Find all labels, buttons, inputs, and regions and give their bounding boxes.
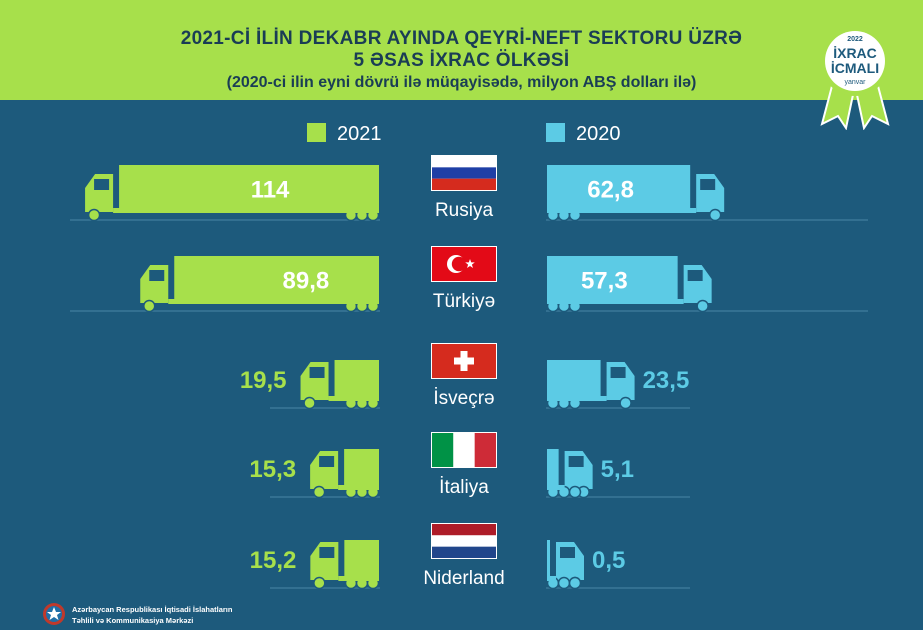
value-2021: 19,5 — [240, 367, 287, 394]
flag-stripe — [432, 546, 496, 558]
bar-2021 — [334, 360, 379, 400]
legend-label-2021: 2021 — [337, 123, 382, 145]
flag-stripe — [432, 167, 496, 179]
badge-line1: İXRAC — [833, 45, 877, 61]
truck-2020-truck-3 — [546, 451, 593, 499]
switzerland-flag — [431, 343, 497, 379]
chassis-2020 — [547, 576, 556, 581]
value-2020: 57,3 — [581, 268, 628, 295]
country-label: İsveçrə — [433, 388, 494, 409]
truck-2020-cab-window — [700, 179, 716, 190]
bar-2020 — [547, 165, 691, 212]
chassis-2021 — [328, 396, 379, 401]
flag-stripe — [432, 524, 496, 536]
russia-flag — [431, 155, 497, 191]
bar-2021 — [344, 540, 379, 580]
truck-2020-wheel — [568, 485, 582, 499]
truck-2021-truck-0 — [85, 174, 380, 222]
bar-2021 — [174, 256, 379, 303]
flag-stripe — [432, 178, 496, 190]
truck-2021-wheel — [303, 396, 316, 410]
export-review-badge: 2022 İXRAC İCMALI yanvar — [820, 26, 890, 130]
title-line-2: 5 ƏSAS İXRAC ÖLKƏSİ — [353, 50, 570, 71]
truck-2021-cab-window — [319, 547, 335, 558]
flag-stripe — [474, 433, 496, 467]
header-band: 2021-Cİ İLİN DEKABR AYINDA QEYRİ-NEFT SE… — [0, 0, 923, 100]
country-label: Türkiyə — [433, 291, 495, 312]
truck-2020-wheel — [696, 299, 709, 313]
truck-2020-cab-window — [687, 270, 703, 281]
bar-2021 — [344, 449, 379, 489]
flag-crescent-cut — [451, 256, 467, 272]
bar-2020 — [547, 360, 601, 400]
truck-2020-truck-4 — [546, 542, 584, 590]
truck-2020-wheel — [619, 396, 632, 410]
chassis-2021 — [168, 299, 379, 304]
bar-2021 — [119, 165, 379, 212]
value-2020: 62,8 — [587, 177, 634, 204]
chassis-2020 — [547, 396, 607, 401]
legend: 2021 2020 — [307, 123, 621, 145]
truck-2020-cab-window — [610, 367, 626, 378]
value-2021: 114 — [251, 177, 290, 204]
truck-2020-cab-window — [560, 547, 575, 558]
flag-stripe — [432, 156, 496, 168]
title-line-1: 2021-Cİ İLİN DEKABR AYINDA QEYRİ-NEFT SE… — [180, 28, 743, 49]
value-2021: 89,8 — [283, 268, 330, 295]
truck-2020-wheel — [708, 208, 722, 222]
badge-year: 2022 — [847, 36, 863, 43]
flag-cross — [454, 357, 474, 365]
flag-stripe — [453, 433, 475, 467]
truck-2021-wheel — [143, 299, 156, 313]
footer-line-1: Azərbaycan Respublikası İqtisadi İslahat… — [72, 605, 233, 614]
chassis-2021 — [338, 576, 379, 581]
truck-2020-wheel — [557, 576, 571, 590]
badge-month: yanvar — [844, 79, 866, 86]
chassis-2021 — [113, 208, 379, 213]
truck-2021-wheel — [313, 576, 326, 590]
country-label: İtaliya — [439, 477, 489, 498]
country-label: Niderland — [423, 568, 504, 589]
footer-line-2: Təhlili və Kommunikasiya Mərkəzi — [72, 616, 194, 625]
flag-star — [465, 259, 475, 268]
footer-org: Azərbaycan Respublikası İqtisadi İslahat… — [42, 600, 282, 630]
legend-swatch-2020 — [546, 123, 565, 142]
truck-2021-cab-window — [149, 270, 165, 281]
truck-2021-wheel — [312, 485, 326, 499]
netherlands-flag — [431, 523, 497, 559]
legend-label-2020: 2020 — [576, 123, 621, 145]
truck-2021-wheel — [87, 208, 101, 222]
bar-2020 — [547, 449, 559, 489]
bar-2020 — [547, 540, 550, 580]
value-2020: 23,5 — [643, 367, 690, 394]
bar-2020 — [547, 256, 678, 303]
truck-2021-cab-window — [319, 456, 335, 467]
chassis-2020 — [547, 299, 684, 304]
truck-2021-cab-window — [309, 367, 325, 378]
value-2021: 15,3 — [249, 456, 296, 483]
chassis-2020 — [547, 485, 565, 490]
emblem-icon — [43, 603, 65, 625]
italy-flag — [431, 432, 497, 468]
value-2020: 0,5 — [592, 547, 625, 574]
chassis-2021 — [338, 485, 379, 490]
flag-stripe — [432, 433, 454, 467]
truck-2020-truck-0 — [546, 174, 725, 222]
value-2021: 15,2 — [250, 547, 297, 574]
truck-2021-cab-window — [94, 179, 110, 190]
truck-2020-cab-window — [568, 456, 584, 467]
chassis-2020 — [547, 208, 697, 213]
value-2020: 5,1 — [601, 456, 634, 483]
truck-2020-wheel — [568, 576, 582, 590]
country-label: Rusiya — [435, 200, 494, 221]
badge-line2: İCMALI — [831, 60, 879, 76]
legend-swatch-2021 — [307, 123, 326, 142]
subtitle: (2020-ci ilin eyni dövrü ilə müqayisədə,… — [226, 74, 697, 91]
turkey-flag — [431, 246, 497, 282]
flag-stripe — [432, 535, 496, 547]
